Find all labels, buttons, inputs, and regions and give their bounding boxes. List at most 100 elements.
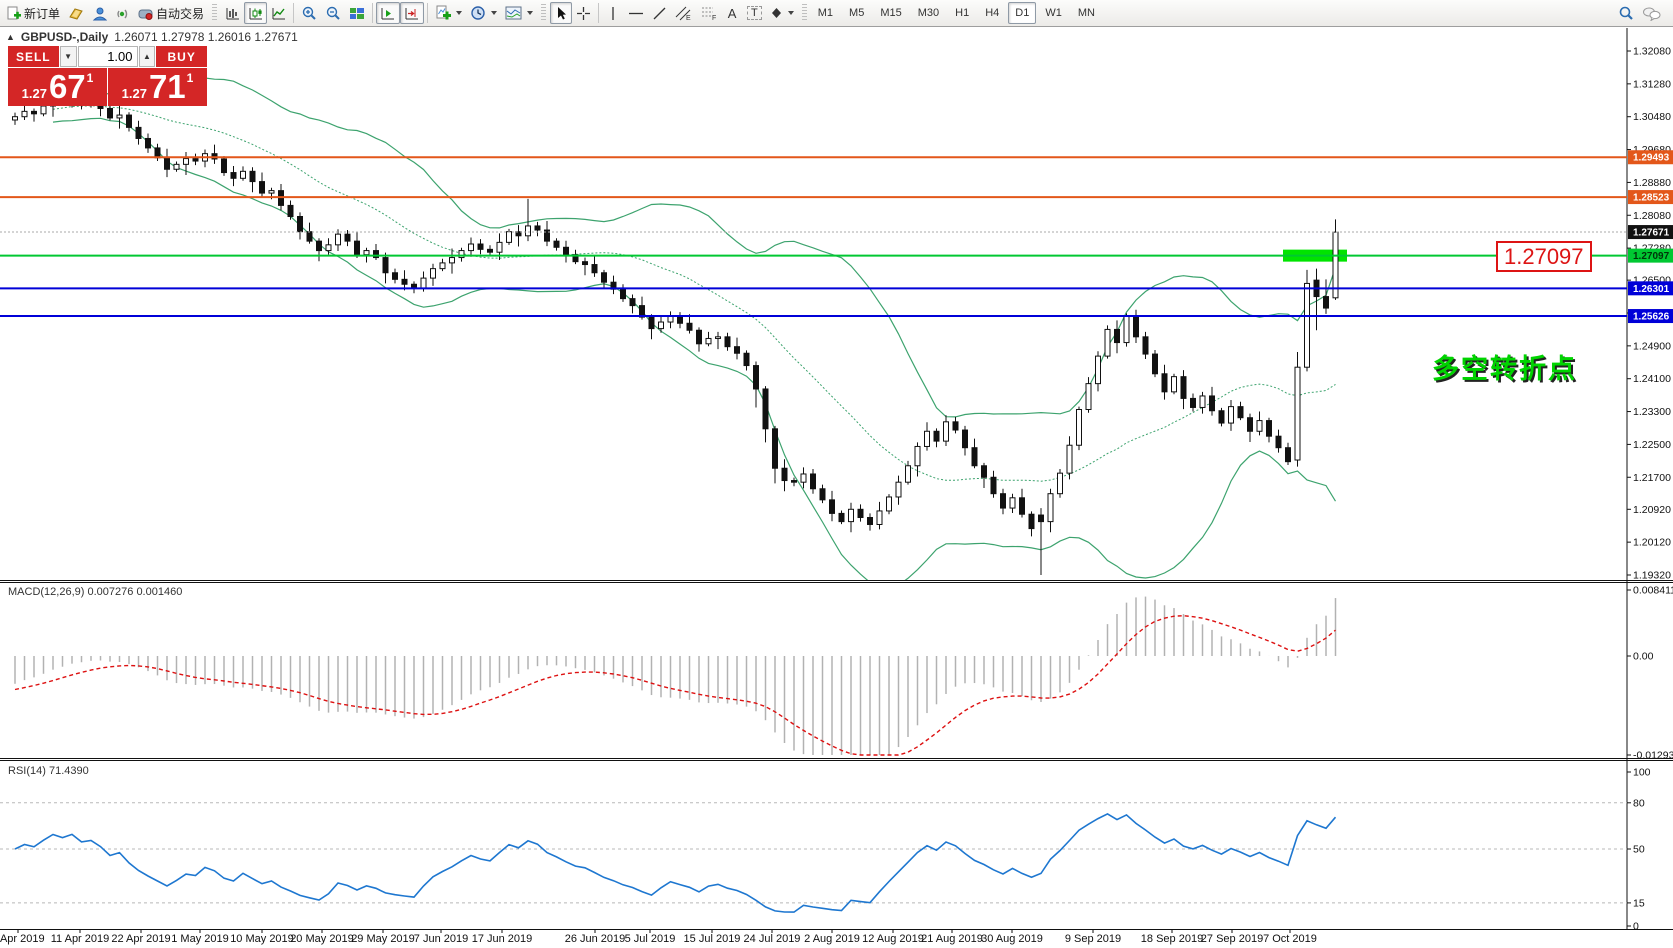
candle-body (145, 137, 151, 149)
periods-button[interactable] (466, 2, 501, 24)
channel-button[interactable]: E (671, 2, 696, 24)
timeframe-w1-button[interactable]: W1 (1045, 7, 1062, 19)
new-order-button[interactable]: 新订单 (2, 2, 64, 24)
candle-body (724, 336, 731, 348)
buy-price-point: 1 (186, 71, 194, 85)
history-center-button[interactable] (64, 2, 88, 24)
search-button[interactable] (1614, 2, 1638, 24)
auto-scroll-button[interactable] (376, 2, 401, 24)
candle-body (135, 126, 142, 139)
current-price-tag-label: 1.27671 (1633, 228, 1670, 239)
person-icon (92, 6, 108, 21)
date-label: 22 Apr 2019 (111, 933, 170, 945)
arrows-button[interactable] (766, 2, 798, 24)
candle-body (886, 496, 892, 512)
timeframe-m1-button[interactable]: M1 (817, 7, 834, 19)
candle-body (800, 473, 807, 483)
horizontal-line-icon (628, 6, 644, 21)
candle-body (40, 105, 47, 115)
candle-body (1038, 514, 1044, 523)
chevron-down-icon (787, 11, 794, 15)
candle-body (981, 465, 987, 478)
tile-windows-button[interactable] (345, 2, 369, 24)
pivot-point-annotation[interactable]: 多空转折点 (1432, 354, 1577, 384)
zoom-in-button[interactable] (297, 2, 321, 24)
chat-button[interactable] (1638, 2, 1665, 24)
macd-indicator-label: MACD(12,26,9) 0.007276 0.001460 (8, 586, 182, 598)
sell-price-point: 1 (86, 71, 94, 85)
candle-body (686, 322, 693, 331)
templates-button[interactable] (501, 2, 537, 24)
candle-body (810, 473, 816, 490)
collapse-panel-icon[interactable]: ▲ (6, 32, 15, 42)
candle-body (230, 172, 237, 179)
timeframe-m5-button[interactable]: M5 (849, 7, 865, 19)
chart-shift-button[interactable] (400, 2, 425, 24)
candle-body (715, 336, 721, 339)
timeframe-h1-button[interactable]: H1 (955, 7, 970, 19)
text-button[interactable]: A (721, 2, 743, 24)
fibonacci-button[interactable]: F (696, 2, 721, 24)
candle-body (1076, 409, 1082, 446)
candle-body (848, 508, 854, 523)
candle-body (468, 243, 474, 252)
zoom-out-button[interactable] (321, 2, 345, 24)
candle-body (1304, 282, 1310, 368)
cursor-icon (554, 6, 568, 21)
candle-body (477, 243, 484, 250)
toolbar-grip (541, 4, 547, 22)
date-label: 10 May 2019 (230, 933, 294, 945)
candle-body (905, 465, 911, 483)
timeframe-mn-button[interactable]: MN (1077, 7, 1095, 19)
price-text-annotation[interactable]: 1.27097 (1496, 241, 1592, 272)
timeframe-d1-button[interactable]: D1 (1008, 2, 1037, 24)
search-icon (1618, 5, 1634, 21)
candle-body (1275, 435, 1282, 449)
trendline-button[interactable] (648, 2, 671, 24)
sell-price-major: 1.27 (21, 86, 47, 101)
community-button[interactable] (88, 2, 111, 24)
candle-body (401, 278, 408, 285)
volume-increase-button[interactable]: ▲ (138, 46, 156, 67)
candle-body (933, 430, 940, 442)
vertical-line-button[interactable] (602, 2, 624, 24)
timeframe-group: M1 M5 M15 M30 H1 H4 D1 W1 MN (811, 2, 1102, 24)
candle-body (1142, 336, 1149, 355)
sell-price-button[interactable]: 1.27 67 1 (8, 68, 107, 106)
candle-body (221, 158, 227, 174)
candle-body (259, 181, 265, 194)
line-chart-button[interactable] (267, 2, 290, 24)
timeframe-h4-button[interactable]: H4 (985, 7, 1000, 19)
buy-price-button[interactable]: 1.27 71 1 (108, 68, 207, 106)
cursor-button[interactable] (550, 2, 573, 24)
candle-body (952, 421, 959, 431)
sell-button[interactable]: SELL (8, 46, 59, 67)
fibonacci-icon: F (700, 5, 717, 21)
crosshair-icon (576, 6, 591, 21)
chart-background (0, 28, 1673, 948)
candle-body (382, 257, 389, 274)
symbol-name: GBPUSD-,Daily (20, 30, 109, 44)
candle-body (173, 163, 180, 170)
rsi-tick-label: 100 (1633, 767, 1651, 779)
indicators-button[interactable] (431, 2, 466, 24)
timeframe-m30-button[interactable]: M30 (917, 7, 940, 19)
candle-body (962, 429, 968, 449)
candle-body (1190, 397, 1196, 408)
one-click-trading-panel: SELL ▼ ▲ BUY 1.27 67 1 1.27 71 1 (8, 46, 207, 106)
signals-button[interactable] (111, 2, 134, 24)
crosshair-button[interactable] (572, 2, 595, 24)
buy-button[interactable]: BUY (156, 46, 207, 67)
candlestick-chart-button[interactable] (244, 2, 268, 24)
date-label: 11 Apr 2019 (51, 933, 110, 945)
hline-tag (1628, 150, 1673, 165)
timeframe-m15-button[interactable]: M15 (880, 7, 902, 19)
autotrading-button[interactable]: 自动交易 (134, 2, 208, 24)
trendline-icon (652, 6, 667, 21)
text-label-button[interactable]: T (743, 2, 766, 24)
bar-chart-button[interactable] (221, 2, 244, 24)
volume-decrease-button[interactable]: ▼ (59, 46, 77, 67)
horizontal-line-button[interactable] (624, 2, 648, 24)
volume-input[interactable] (77, 46, 138, 67)
